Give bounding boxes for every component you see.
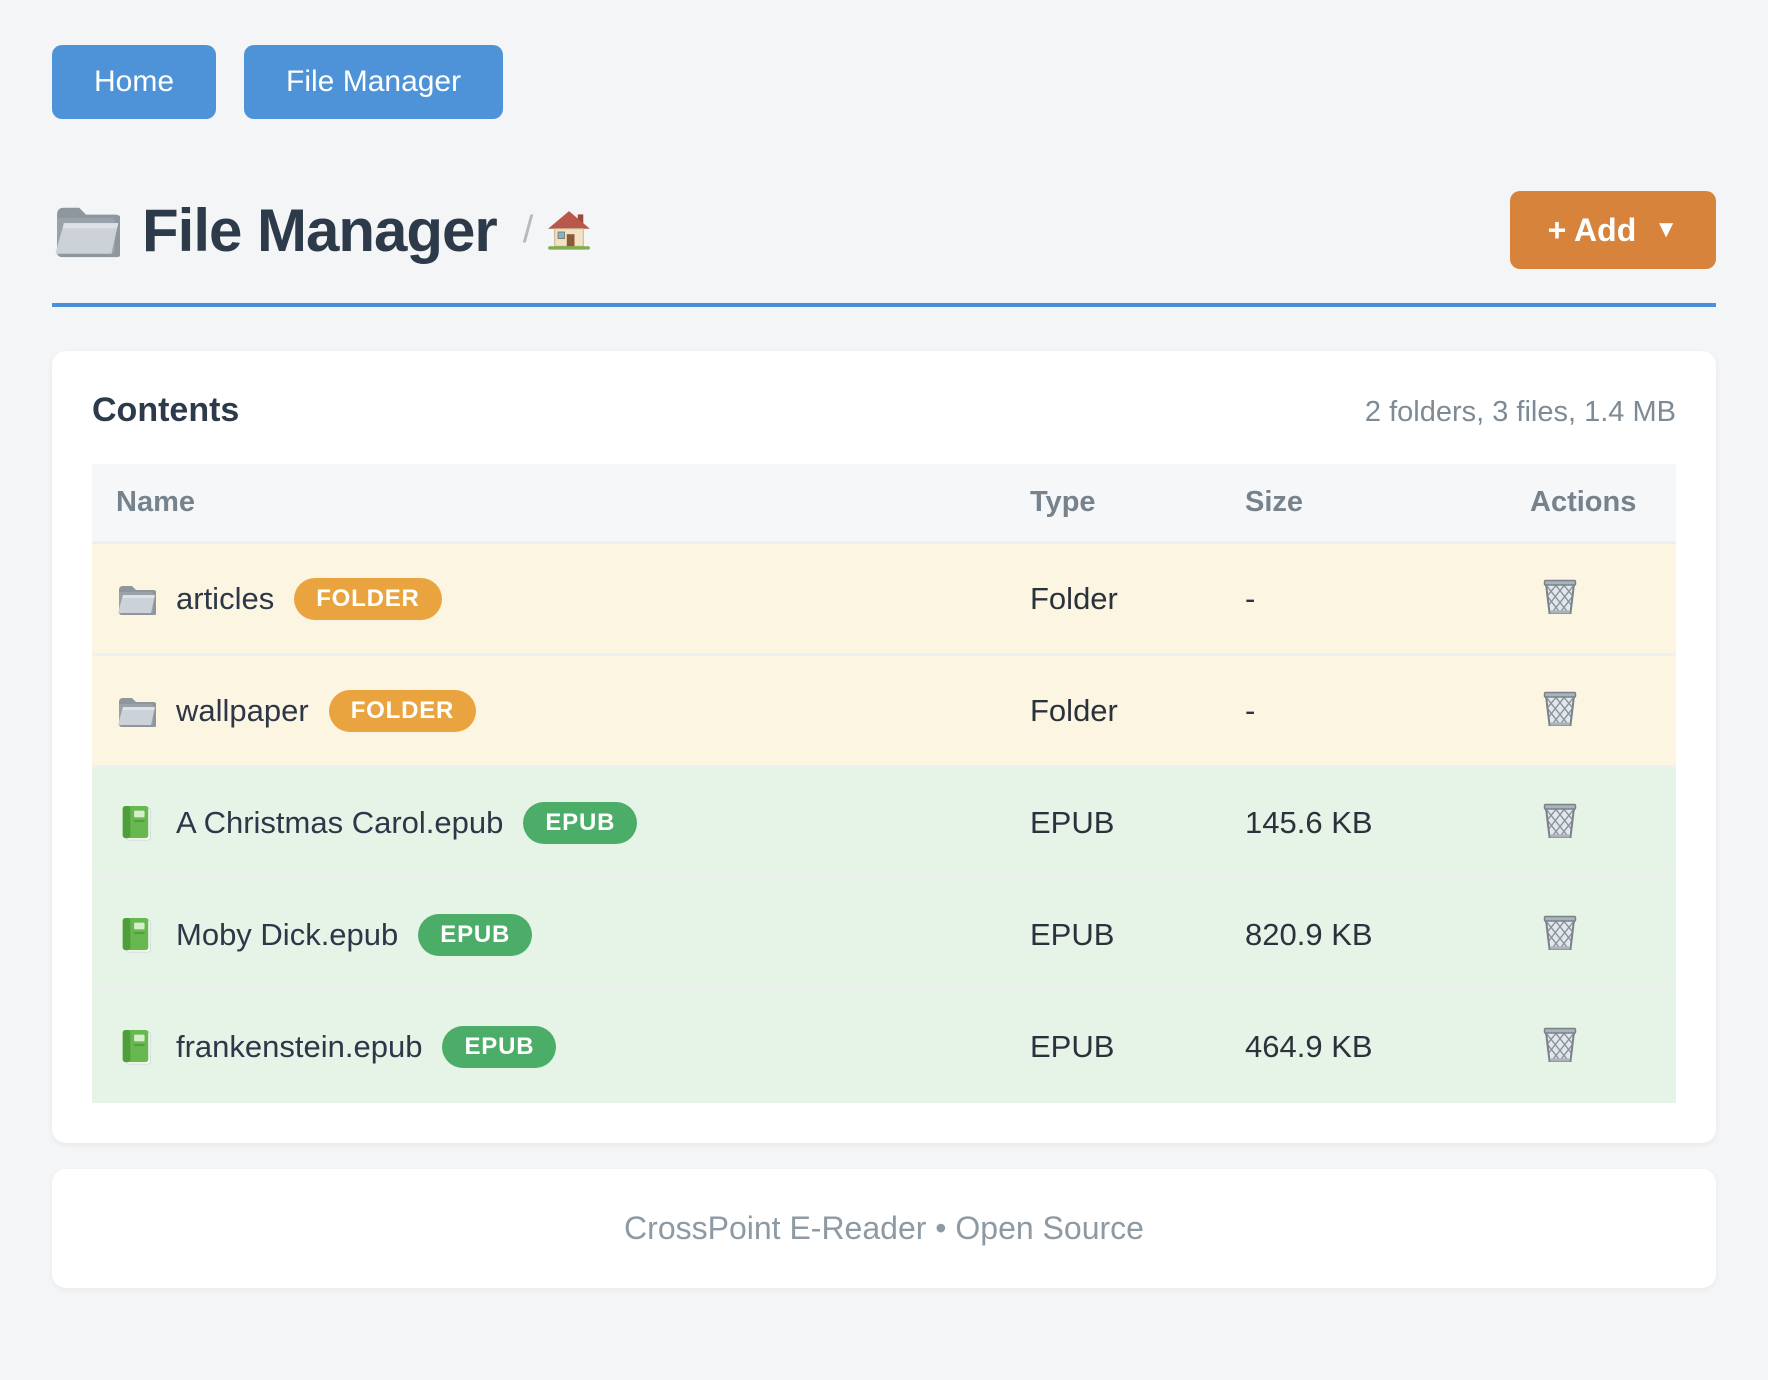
contents-title: Contents [92, 391, 240, 429]
table-row: frankenstein.epub EPUB EPUB 464.9 KB [92, 989, 1676, 1103]
folder-icon [52, 201, 122, 259]
green-book-icon [116, 917, 156, 953]
trash-icon [1542, 803, 1578, 842]
size-cell: 145.6 KB [1221, 765, 1506, 879]
folder-icon [116, 581, 156, 617]
type-badge: EPUB [442, 1026, 557, 1069]
size-cell: 820.9 KB [1221, 877, 1506, 991]
actions-cell [1506, 989, 1676, 1103]
house-icon[interactable] [547, 210, 591, 250]
breadcrumb-separator: / [522, 208, 534, 251]
actions-cell [1506, 765, 1676, 879]
delete-button[interactable] [1542, 1023, 1578, 1063]
folder-icon [116, 693, 156, 729]
column-header-size: Size [1221, 464, 1506, 543]
green-book-icon [116, 805, 156, 841]
file-name[interactable]: Moby Dick.epub [176, 916, 399, 952]
title-wrap: File Manager / [52, 196, 591, 265]
delete-button[interactable] [1542, 911, 1578, 951]
contents-summary: 2 folders, 3 files, 1.4 MB [1364, 396, 1676, 428]
table-row: articles FOLDER Folder - [92, 541, 1676, 655]
type-cell: Folder [1006, 653, 1221, 767]
add-button-label: + Add [1547, 211, 1637, 248]
file-name[interactable]: wallpaper [176, 692, 309, 728]
type-cell: EPUB [1006, 989, 1221, 1103]
name-cell: wallpaper FOLDER [92, 653, 1006, 767]
contents-card-header: Contents 2 folders, 3 files, 1.4 MB [92, 391, 1676, 430]
footer: CrossPoint E-Reader • Open Source [52, 1168, 1716, 1288]
type-badge: FOLDER [328, 689, 477, 732]
size-cell: - [1221, 541, 1506, 655]
column-header-name: Name [92, 464, 1006, 543]
page-header: File Manager / + Add ▼ [52, 191, 1716, 307]
chevron-down-icon: ▼ [1654, 216, 1678, 243]
name-cell: Moby Dick.epub EPUB [92, 877, 1006, 991]
name-cell: A Christmas Carol.epub EPUB [92, 765, 1006, 879]
file-table-head: Name Type Size Actions [92, 464, 1676, 543]
name-cell: frankenstein.epub EPUB [92, 989, 1006, 1103]
top-nav: Home File Manager [52, 45, 1716, 119]
trash-icon [1542, 1028, 1578, 1066]
table-row: Moby Dick.epub EPUB EPUB 820.9 KB [92, 877, 1676, 991]
breadcrumb: / [523, 209, 592, 252]
size-cell: 464.9 KB [1221, 989, 1506, 1103]
type-cell: EPUB [1006, 877, 1221, 991]
add-button[interactable]: + Add ▼ [1509, 191, 1716, 269]
actions-cell [1506, 541, 1676, 655]
file-table-body: articles FOLDER Folder - [92, 541, 1676, 1103]
file-name[interactable]: A Christmas Carol.epub [176, 804, 504, 840]
actions-cell [1506, 877, 1676, 991]
table-row: wallpaper FOLDER Folder - [92, 653, 1676, 767]
name-cell: articles FOLDER [92, 541, 1006, 655]
file-name[interactable]: frankenstein.epub [176, 1029, 423, 1065]
size-cell: - [1221, 653, 1506, 767]
table-row: A Christmas Carol.epub EPUB EPUB 145.6 K… [92, 765, 1676, 879]
actions-cell [1506, 653, 1676, 767]
column-header-type: Type [1006, 464, 1221, 543]
column-header-actions: Actions [1506, 464, 1676, 543]
nav-file-manager-button[interactable]: File Manager [244, 45, 504, 119]
file-name[interactable]: articles [176, 580, 275, 616]
file-table: Name Type Size Actions articles FOLDER F… [92, 464, 1676, 1103]
contents-card: Contents 2 folders, 3 files, 1.4 MB Name… [52, 351, 1716, 1143]
trash-icon [1542, 579, 1578, 618]
nav-home-button[interactable]: Home [52, 45, 217, 119]
green-book-icon [116, 1029, 156, 1065]
type-badge: EPUB [523, 801, 638, 844]
type-cell: EPUB [1006, 765, 1221, 879]
delete-button[interactable] [1542, 687, 1578, 727]
type-cell: Folder [1006, 541, 1221, 655]
footer-text: CrossPoint E-Reader • Open Source [624, 1209, 1144, 1246]
trash-icon [1542, 691, 1578, 730]
type-badge: EPUB [418, 913, 533, 956]
trash-icon [1542, 915, 1578, 954]
delete-button[interactable] [1542, 799, 1578, 839]
type-badge: FOLDER [294, 577, 442, 620]
delete-button[interactable] [1542, 575, 1578, 615]
page-title: File Manager [142, 196, 498, 264]
